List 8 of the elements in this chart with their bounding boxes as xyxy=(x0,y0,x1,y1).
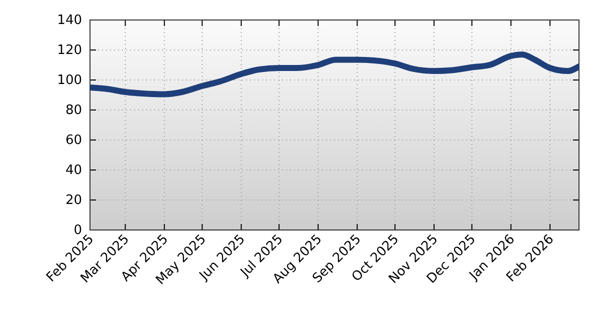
y-tick-label: 80 xyxy=(65,103,82,118)
y-tick-label: 0 xyxy=(74,223,82,238)
y-tick-label: 20 xyxy=(65,193,82,208)
y-tick-label: 40 xyxy=(65,163,82,178)
y-tick-label: 100 xyxy=(57,73,82,88)
y-tick-label: 60 xyxy=(65,133,82,148)
y-tick-label: 120 xyxy=(57,43,82,58)
y-tick-label: 140 xyxy=(57,13,82,28)
